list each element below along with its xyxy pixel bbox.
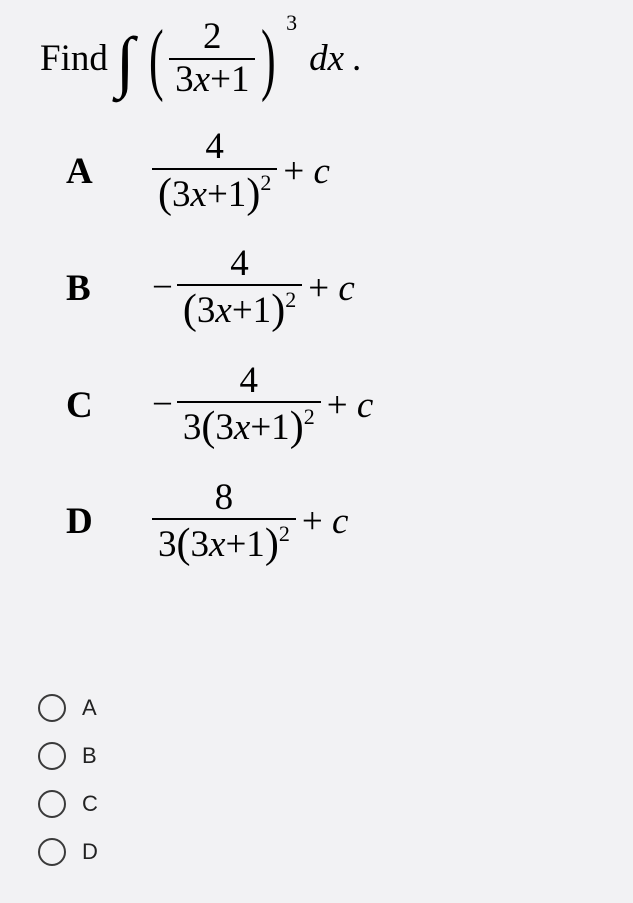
answer-row-b: B − 4 (3x+1)2 + c [66,245,611,332]
radio-label-b: B [82,743,97,769]
radio-row-d[interactable]: D [38,828,98,876]
integrand-paren: ( 2 3x+1 ) [143,18,283,100]
radio-row-a[interactable]: A [38,684,98,732]
den-c: 3(3x+1)2 [177,401,321,448]
left-paren: ( [148,31,163,87]
radio-label-d: D [82,839,98,865]
plusc-b: + c [308,267,355,310]
answer-row-c: C − 4 3(3x+1)2 + c [66,362,611,449]
radio-label-c: C [82,791,98,817]
integrand-numerator: 2 [169,18,255,58]
answer-expr-b: − 4 (3x+1)2 + c [152,245,355,332]
answer-row-a: A 4 (3x+1)2 + c [66,128,611,215]
integral-sign: ∫ [116,34,135,88]
radio-row-b[interactable]: B [38,732,98,780]
question-stem: Find ∫ ( 2 3x+1 ) 3 dx . [40,18,611,100]
num-b: 4 [177,245,302,285]
frac-a: 4 (3x+1)2 [152,128,277,215]
radio-c[interactable] [38,790,66,818]
frac-d: 8 3(3x+1)2 [152,479,296,566]
answer-expr-c: − 4 3(3x+1)2 + c [152,362,373,449]
answer-label-d: D [66,500,152,543]
answer-expr-a: 4 (3x+1)2 + c [152,128,330,215]
num-d: 8 [152,479,296,519]
integrand-denominator: 3x+1 [169,58,255,100]
den-d: 3(3x+1)2 [152,518,296,565]
answer-block: A 4 (3x+1)2 + c B − 4 (3x+1)2 + c [66,128,611,566]
answer-label-b: B [66,267,152,310]
radio-b[interactable] [38,742,66,770]
radio-row-c[interactable]: C [38,780,98,828]
frac-c: 4 3(3x+1)2 [177,362,321,449]
radio-a[interactable] [38,694,66,722]
radio-label-a: A [82,695,97,721]
radio-d[interactable] [38,838,66,866]
answer-expr-d: 8 3(3x+1)2 + c [152,479,348,566]
neg-b: − [152,266,173,309]
right-paren: ) [261,31,276,87]
find-text: Find [40,37,108,80]
answer-label-c: C [66,384,152,427]
dx: dx [309,37,344,80]
integrand-fraction: 2 3x+1 [169,18,255,100]
plusc-d: + c [302,500,349,543]
radio-group: A B C D [38,684,98,876]
plusc-a: + c [283,150,330,193]
answer-row-d: D 8 3(3x+1)2 + c [66,479,611,566]
den-b: (3x+1)2 [177,284,302,331]
plusc-c: + c [327,384,374,427]
question-page: Find ∫ ( 2 3x+1 ) 3 dx . A 4 (3x+1)2 [0,0,633,903]
den-a: (3x+1)2 [152,168,277,215]
num-a: 4 [152,128,277,168]
answer-label-a: A [66,150,152,193]
cube-power: 3 [286,10,297,36]
period: . [352,37,361,80]
frac-b: 4 (3x+1)2 [177,245,302,332]
num-c: 4 [177,362,321,402]
neg-c: − [152,383,173,426]
